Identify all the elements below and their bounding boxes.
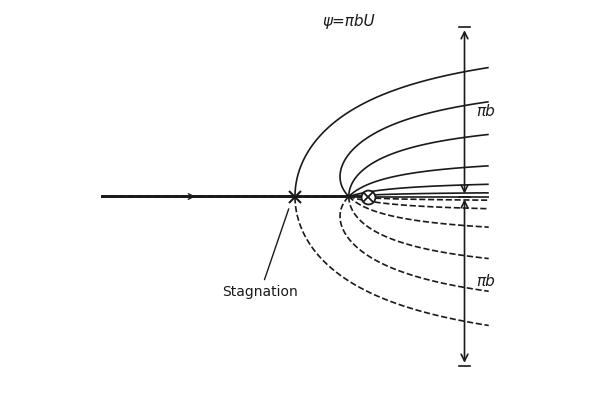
Text: πb: πb (476, 274, 495, 288)
Text: ψ=πbU: ψ=πbU (323, 14, 375, 29)
Text: πb: πb (476, 105, 495, 119)
Text: Stagnation: Stagnation (222, 209, 298, 299)
